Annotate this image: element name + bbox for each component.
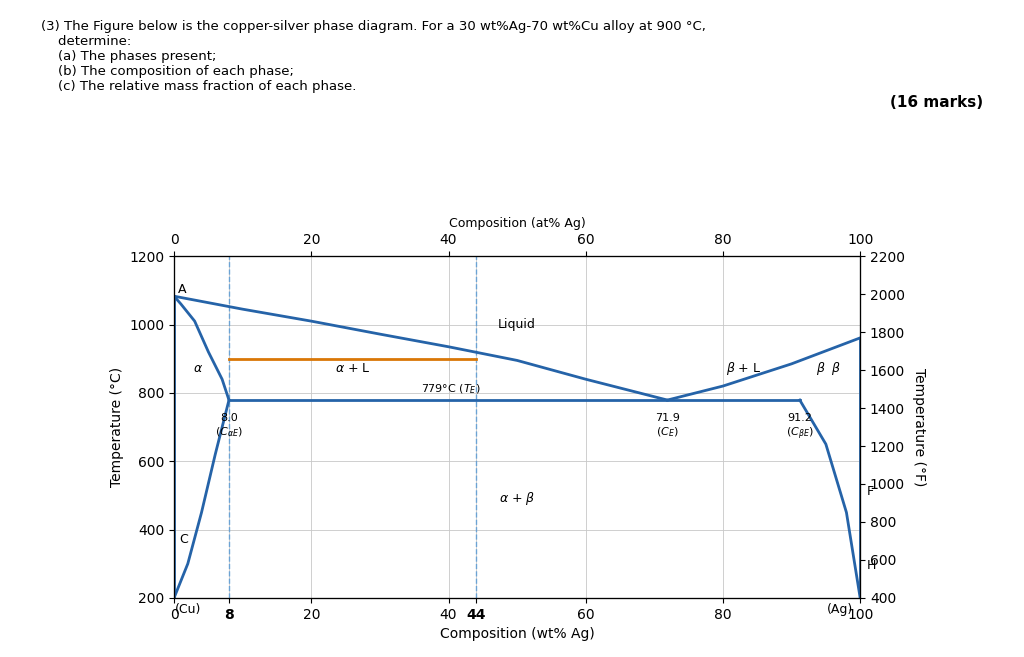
Text: $\alpha$ + L: $\alpha$ + L bbox=[335, 363, 371, 375]
Text: 71.9
$(C_E)$: 71.9 $(C_E)$ bbox=[655, 413, 680, 440]
Text: (3) The Figure below is the copper-silver phase diagram. For a 30 wt%Ag-70 wt%Cu: (3) The Figure below is the copper-silve… bbox=[41, 20, 706, 93]
Text: Liquid: Liquid bbox=[499, 318, 536, 331]
Text: A: A bbox=[177, 283, 186, 296]
Text: (16 marks): (16 marks) bbox=[890, 95, 983, 110]
Text: $\alpha$: $\alpha$ bbox=[194, 363, 203, 375]
Text: (Cu): (Cu) bbox=[175, 603, 201, 616]
X-axis label: Composition (wt% Ag): Composition (wt% Ag) bbox=[439, 627, 595, 641]
X-axis label: Composition (at% Ag): Composition (at% Ag) bbox=[449, 217, 586, 230]
Text: 779$\degree$C $(T_E)$: 779$\degree$C $(T_E)$ bbox=[421, 382, 480, 396]
Y-axis label: Temperature (°F): Temperature (°F) bbox=[912, 368, 926, 486]
Text: C: C bbox=[179, 533, 188, 546]
Y-axis label: Temperature (°C): Temperature (°C) bbox=[110, 367, 124, 487]
Text: $\beta$ + L: $\beta$ + L bbox=[726, 361, 761, 378]
Text: $\alpha$ + $\beta$: $\alpha$ + $\beta$ bbox=[499, 490, 536, 507]
Text: H: H bbox=[867, 558, 877, 572]
Text: 91.2
$(C_{\beta E})$: 91.2 $(C_{\beta E})$ bbox=[785, 413, 814, 442]
Text: (Ag): (Ag) bbox=[826, 603, 853, 616]
Text: $\beta$: $\beta$ bbox=[831, 361, 841, 378]
Text: $\beta$: $\beta$ bbox=[815, 361, 825, 378]
Text: 8.0
$(C_{\alpha E})$: 8.0 $(C_{\alpha E})$ bbox=[215, 413, 243, 440]
Text: F: F bbox=[867, 485, 874, 498]
